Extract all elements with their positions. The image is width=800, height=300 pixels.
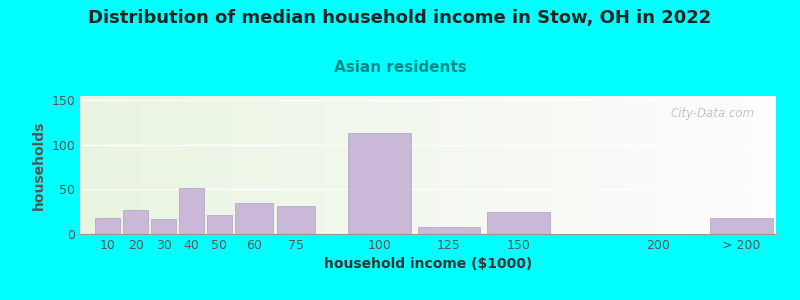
Bar	[123, 210, 148, 234]
Bar	[348, 134, 410, 234]
Text: Distribution of median household income in Stow, OH in 2022: Distribution of median household income …	[88, 9, 712, 27]
Text: Asian residents: Asian residents	[334, 60, 466, 75]
Y-axis label: households: households	[32, 120, 46, 210]
Bar	[206, 215, 232, 234]
Bar	[235, 203, 273, 234]
Bar	[487, 212, 550, 234]
Bar	[95, 218, 120, 234]
Bar	[710, 218, 773, 234]
Bar	[151, 219, 176, 234]
Text: City-Data.com: City-Data.com	[671, 107, 755, 120]
Bar	[418, 227, 480, 234]
X-axis label: household income ($1000): household income ($1000)	[324, 257, 532, 272]
Bar	[179, 188, 204, 234]
Bar	[277, 206, 314, 234]
